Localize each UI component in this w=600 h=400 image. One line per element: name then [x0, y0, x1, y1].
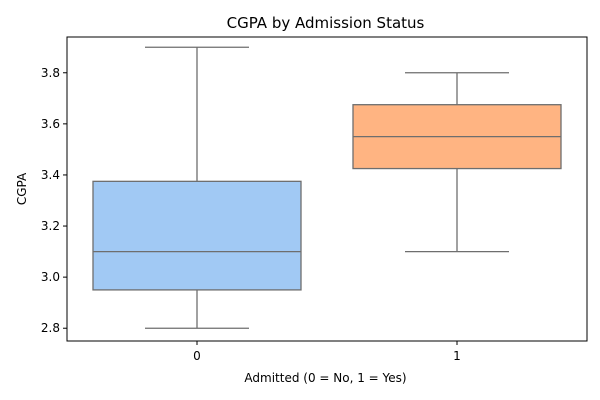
y-tick-label: 3.8 — [41, 66, 60, 80]
chart-title: CGPA by Admission Status — [227, 14, 425, 32]
x-tick-label: 0 — [193, 349, 201, 363]
box-1 — [352, 72, 562, 253]
y-tick-label: 2.8 — [41, 321, 60, 335]
y-axis: 2.8 3.0 3.2 3.4 3.6 3.8 — [41, 66, 67, 335]
x-axis-label: Admitted (0 = No, 1 = Yes) — [244, 371, 406, 385]
y-tick-label: 3.2 — [41, 219, 60, 233]
y-tick-label: 3.6 — [41, 117, 60, 131]
y-tick-label: 3.0 — [41, 270, 60, 284]
iqr-box — [92, 180, 302, 291]
x-tick-label: 1 — [453, 349, 461, 363]
plot-area-frame — [66, 36, 588, 342]
box-series — [92, 46, 562, 329]
box-0 — [92, 46, 302, 329]
y-axis-label: CGPA — [15, 172, 29, 205]
y-tick-label: 3.4 — [41, 168, 60, 182]
